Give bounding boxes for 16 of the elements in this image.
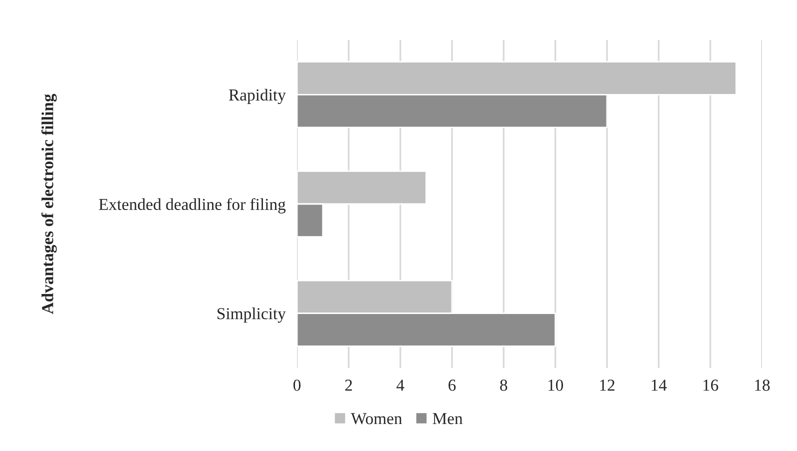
- x-tick-label: 10: [548, 380, 564, 391]
- y-tick-label: Simplicity: [218, 308, 286, 323]
- x-tick-label: 12: [600, 380, 614, 391]
- legend-label: Men: [432, 413, 463, 424]
- x-tick-label: 2: [345, 380, 352, 391]
- y-axis-title: Advantages of electronic filling: [41, 94, 57, 314]
- legend-label: Women: [350, 413, 402, 424]
- x-tick-label: 6: [448, 380, 456, 391]
- y-tick-label: Extended deadline for filing: [98, 198, 286, 214]
- x-tick-label: 14: [652, 380, 667, 391]
- x-tick-label: 4: [396, 380, 404, 391]
- x-tick-label: 18: [755, 380, 770, 391]
- x-tick-label: 0: [293, 380, 301, 391]
- x-tick-label: 8: [500, 380, 508, 391]
- y-tick-label: Rapidity: [228, 88, 286, 104]
- x-tick-label: 16: [703, 380, 718, 391]
